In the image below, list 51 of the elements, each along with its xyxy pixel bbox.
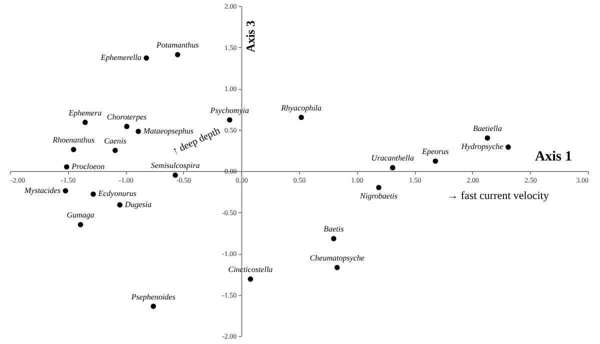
point bbox=[117, 202, 122, 208]
series-label: Cheumatopsyche bbox=[310, 254, 365, 263]
point bbox=[136, 128, 141, 134]
point bbox=[226, 117, 232, 122]
series-label: Hydropsyche bbox=[460, 142, 504, 152]
series-label: Potamanthus bbox=[156, 40, 199, 50]
series-label: Gumaga bbox=[66, 210, 94, 220]
series-label: Epeorus bbox=[421, 147, 449, 156]
x-axis-title: Axis 1 bbox=[535, 150, 572, 164]
point bbox=[248, 276, 254, 282]
point bbox=[484, 135, 490, 141]
series-label: Choroterpes bbox=[106, 112, 147, 122]
point bbox=[112, 148, 118, 154]
point bbox=[144, 55, 150, 61]
series-label: Psychomyia bbox=[209, 106, 249, 115]
series-label: Procloeon bbox=[70, 162, 105, 171]
point bbox=[70, 146, 76, 152]
series-label: Cincticostella bbox=[228, 265, 273, 274]
series-label: Dugesia bbox=[124, 200, 152, 209]
point bbox=[150, 304, 156, 309]
series-label: Caenis bbox=[104, 136, 126, 146]
series-label: Rhyacophila bbox=[280, 103, 322, 112]
series-label: Rhoenanthus bbox=[52, 136, 94, 145]
point bbox=[62, 188, 68, 194]
point bbox=[390, 165, 396, 170]
series-label: Ecdyonurus bbox=[97, 189, 136, 198]
point bbox=[334, 264, 340, 270]
point bbox=[506, 144, 511, 150]
point bbox=[78, 222, 84, 228]
point bbox=[331, 236, 336, 242]
series-label: Semisulcospira bbox=[150, 161, 200, 170]
point bbox=[174, 52, 180, 58]
y-axis-title: Axis 3 bbox=[244, 20, 258, 52]
point bbox=[124, 124, 130, 130]
point bbox=[298, 114, 304, 120]
series-label: Psephenoides bbox=[130, 292, 176, 302]
point bbox=[432, 158, 438, 164]
series-label: Mystacides bbox=[23, 186, 60, 195]
point bbox=[64, 164, 70, 170]
series-label: Ephemera bbox=[68, 108, 102, 118]
series-label: Nigrobaetis bbox=[359, 192, 398, 200]
series-label: Uracanthella bbox=[371, 154, 414, 163]
point bbox=[376, 184, 382, 190]
point bbox=[82, 120, 88, 125]
series-label: Baetis bbox=[324, 224, 344, 234]
point bbox=[172, 172, 178, 178]
point bbox=[90, 191, 96, 197]
annotation: → fast current velocity bbox=[447, 190, 550, 202]
series-label: Mataeopsephus bbox=[142, 126, 194, 136]
series-label: Baetiella bbox=[472, 124, 502, 133]
series-label: Ephemerella bbox=[100, 52, 142, 62]
